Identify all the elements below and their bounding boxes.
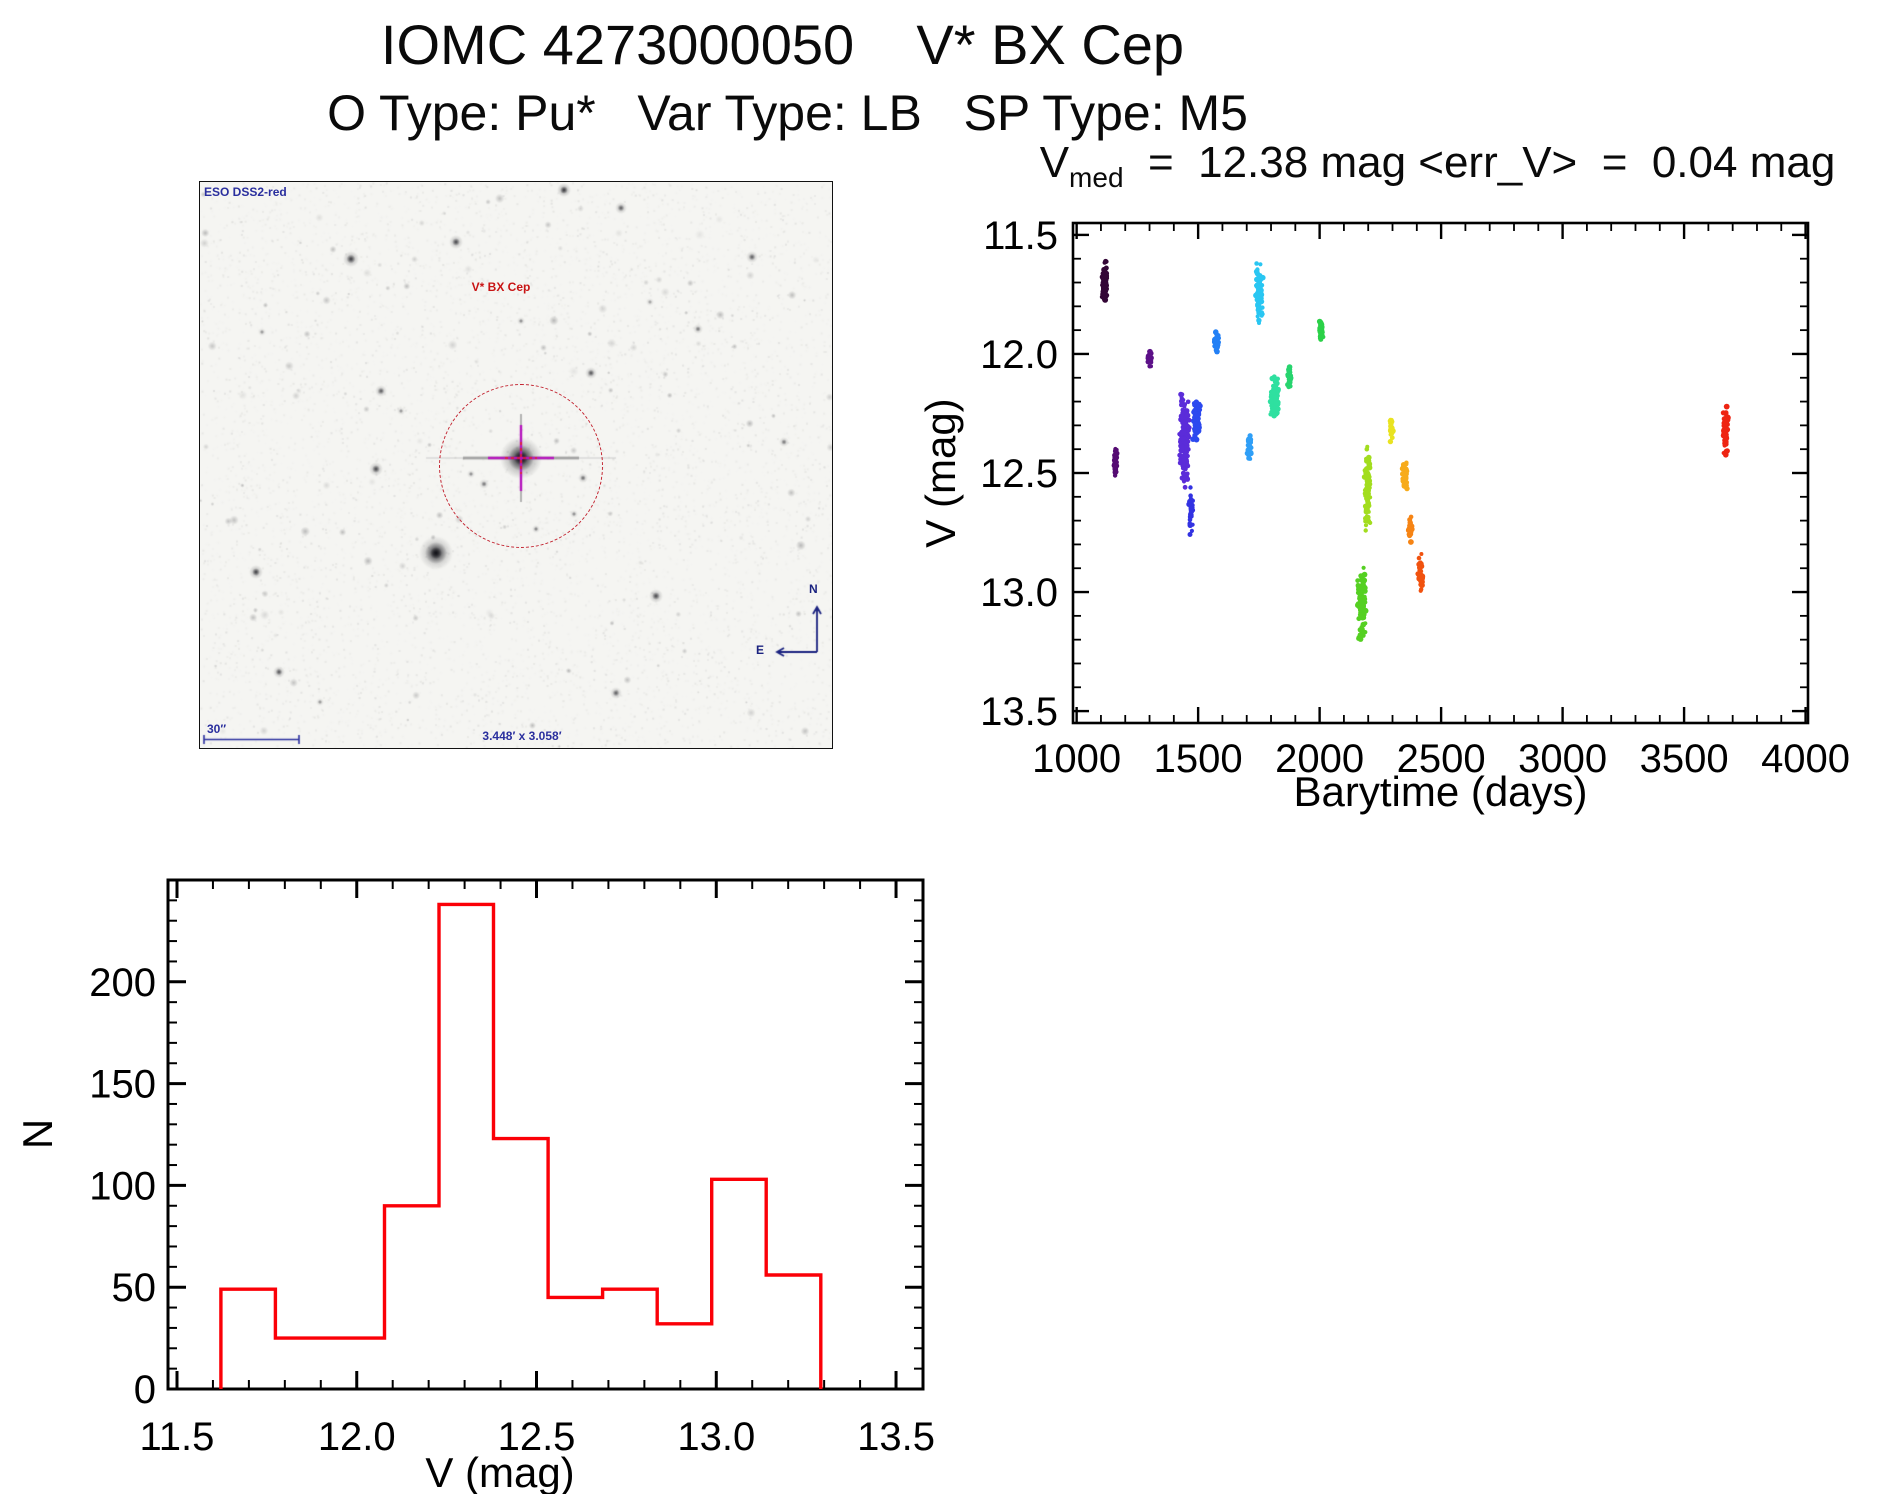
fov-size-label: 3.448′ x 3.058′ [482,729,562,743]
svg-text:12.5: 12.5 [980,452,1058,496]
svg-text:1500: 1500 [1154,737,1243,781]
svg-text:200: 200 [89,961,156,1005]
lightcurve-title-suffix: = 12.38 mag <err_V> = 0.04 mag [1123,138,1836,187]
svg-text:13.0: 13.0 [980,571,1058,615]
svg-text:12.5: 12.5 [498,1415,576,1459]
svg-text:12.0: 12.0 [980,333,1058,377]
lightcurve-plot: 1000 1500 2000 2500 3000 3500 4000 11.5 12.0 12.5… [917,214,1850,815]
svg-text:150: 150 [89,1063,156,1107]
svg-text:V (mag): V (mag) [917,398,964,547]
survey-label: ESO DSS2-red [204,185,287,199]
svg-text:4000: 4000 [1761,737,1850,781]
lightcurve-title-prefix: V [1039,138,1070,187]
svg-text:3000: 3000 [1518,737,1607,781]
scale-bar-label: 30″ [207,722,227,736]
svg-text:11.5: 11.5 [983,214,1058,258]
svg-text:2500: 2500 [1397,737,1486,781]
compass-east-label: E [756,643,765,657]
svg-text:V (mag): V (mag) [425,1449,574,1494]
compass-north-label: N [809,582,818,596]
page-title: IOMC 4273000050 V* BX Cep [380,13,1185,76]
finder-chart-image: ESO DSS2-red V* BX Cep 30″ 3.448′ x 3.05… [199,181,833,749]
svg-text:Barytime (days): Barytime (days) [1293,768,1587,815]
svg-text:11.5: 11.5 [140,1415,215,1459]
svg-text:12.0: 12.0 [318,1415,396,1459]
svg-text:13.5: 13.5 [857,1415,935,1459]
target-name-label: V* BX Cep [471,280,531,294]
svg-text:3500: 3500 [1640,737,1729,781]
svg-text:2000: 2000 [1275,737,1364,781]
svg-text:13.5: 13.5 [980,690,1058,734]
svg-text:100: 100 [89,1164,156,1208]
lightcurve-title-subscript: med [1069,161,1124,193]
svg-text:N: N [14,1119,61,1149]
lightcurve-title: Vmed = 12.38 mag <err_V> = 0.04 mag [1015,138,1860,194]
magnitude-histogram: 11.5 12.0 12.5 13.0 13.5 0 50 100 150 200 V (mag) N [14,878,935,1494]
svg-text:50: 50 [112,1266,157,1310]
svg-text:13.0: 13.0 [677,1415,755,1459]
svg-text:1000: 1000 [1032,737,1121,781]
target-circle [439,384,603,548]
page-subtitle: O Type: Pu* Var Type: LB SP Type: M5 [327,85,1248,141]
svg-text:0: 0 [134,1368,156,1412]
